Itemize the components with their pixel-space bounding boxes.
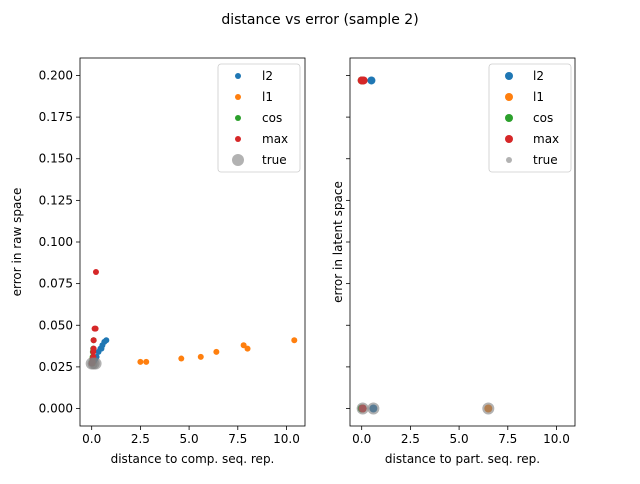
legend-box [217, 63, 301, 173]
y-tick-label: 0.075 [39, 277, 73, 291]
legend-marker-l2 [505, 72, 513, 80]
y-tick-label: 0.125 [39, 193, 73, 207]
x-tick-label: 0.0 [82, 432, 101, 446]
legend-label-max: max [262, 132, 288, 146]
legend-label-true: true [262, 153, 287, 167]
legend-marker-true [506, 157, 512, 163]
legend-label-l2: l2 [262, 69, 273, 83]
x-tick-label: 2.5 [401, 432, 420, 446]
panel-1: 0.0 2.5 5.0 7.5 10.0 0.000 0.025 0.050 0.075 0.10… [10, 57, 306, 466]
x-tick-label: 5.0 [180, 432, 199, 446]
legend-marker-l1 [505, 93, 513, 101]
legend-label-max: max [533, 132, 559, 146]
data-point-max [90, 345, 97, 352]
legend-marker-true [232, 154, 244, 166]
x-tick-label: 2.5 [131, 432, 150, 446]
data-point-l1 [197, 353, 204, 360]
x-axis-label: distance to comp. seq. rep. [111, 452, 275, 466]
data-point-max [357, 76, 366, 85]
data-point-max [92, 268, 99, 275]
data-point-true [356, 402, 369, 415]
figure-title: distance vs error (sample 2) [221, 12, 418, 28]
y-axis-label: error in raw space [10, 188, 24, 297]
data-point-l1 [244, 345, 251, 352]
legend-marker-l2 [235, 73, 241, 79]
legend-label-cos: cos [262, 111, 282, 125]
x-tick-label: 0.0 [352, 432, 371, 446]
legend-label-l1: l1 [262, 90, 273, 104]
data-point-true [367, 402, 380, 415]
y-tick-label: 0.000 [39, 402, 73, 416]
x-axis-label: distance to part. seq. rep. [385, 452, 540, 466]
data-point-true [482, 402, 495, 415]
legend-label-true: true [533, 153, 558, 167]
legend-label-l1: l1 [533, 90, 544, 104]
data-point-l1 [137, 358, 144, 365]
legend-box [488, 63, 572, 173]
y-tick-label: 0.150 [39, 152, 73, 166]
data-point-true [89, 357, 102, 370]
legend-marker-max [235, 136, 241, 142]
data-point-max [90, 337, 97, 344]
y-tick-label: 0.050 [39, 318, 73, 332]
x-tick-label: 5.0 [450, 432, 469, 446]
legend-label-cos: cos [533, 111, 553, 125]
data-point-l1 [143, 358, 150, 365]
data-point-l1 [291, 337, 298, 344]
y-axis-label: error in latent space [331, 181, 345, 303]
data-point-l1 [240, 342, 247, 349]
x-tick-label: 7.5 [228, 432, 247, 446]
y-tick-label: 0.100 [39, 235, 73, 249]
x-tick-label: 10.0 [543, 432, 570, 446]
legend-marker-cos [235, 115, 241, 121]
data-point-l1 [213, 348, 220, 355]
y-tick-label: 0.200 [39, 68, 73, 82]
y-tick-label: 0.175 [39, 110, 73, 124]
x-tick-label: 10.0 [273, 432, 300, 446]
data-point-l2 [103, 337, 110, 344]
legend-marker-max [505, 135, 513, 143]
legend-label-l2: l2 [533, 69, 544, 83]
data-point-l1 [178, 355, 185, 362]
y-tick-label: 0.025 [39, 360, 73, 374]
data-point-max [92, 325, 99, 332]
data-point-l2 [367, 76, 376, 85]
x-tick-label: 7.5 [498, 432, 517, 446]
legend-marker-cos [505, 114, 513, 122]
legend-marker-l1 [235, 94, 241, 100]
